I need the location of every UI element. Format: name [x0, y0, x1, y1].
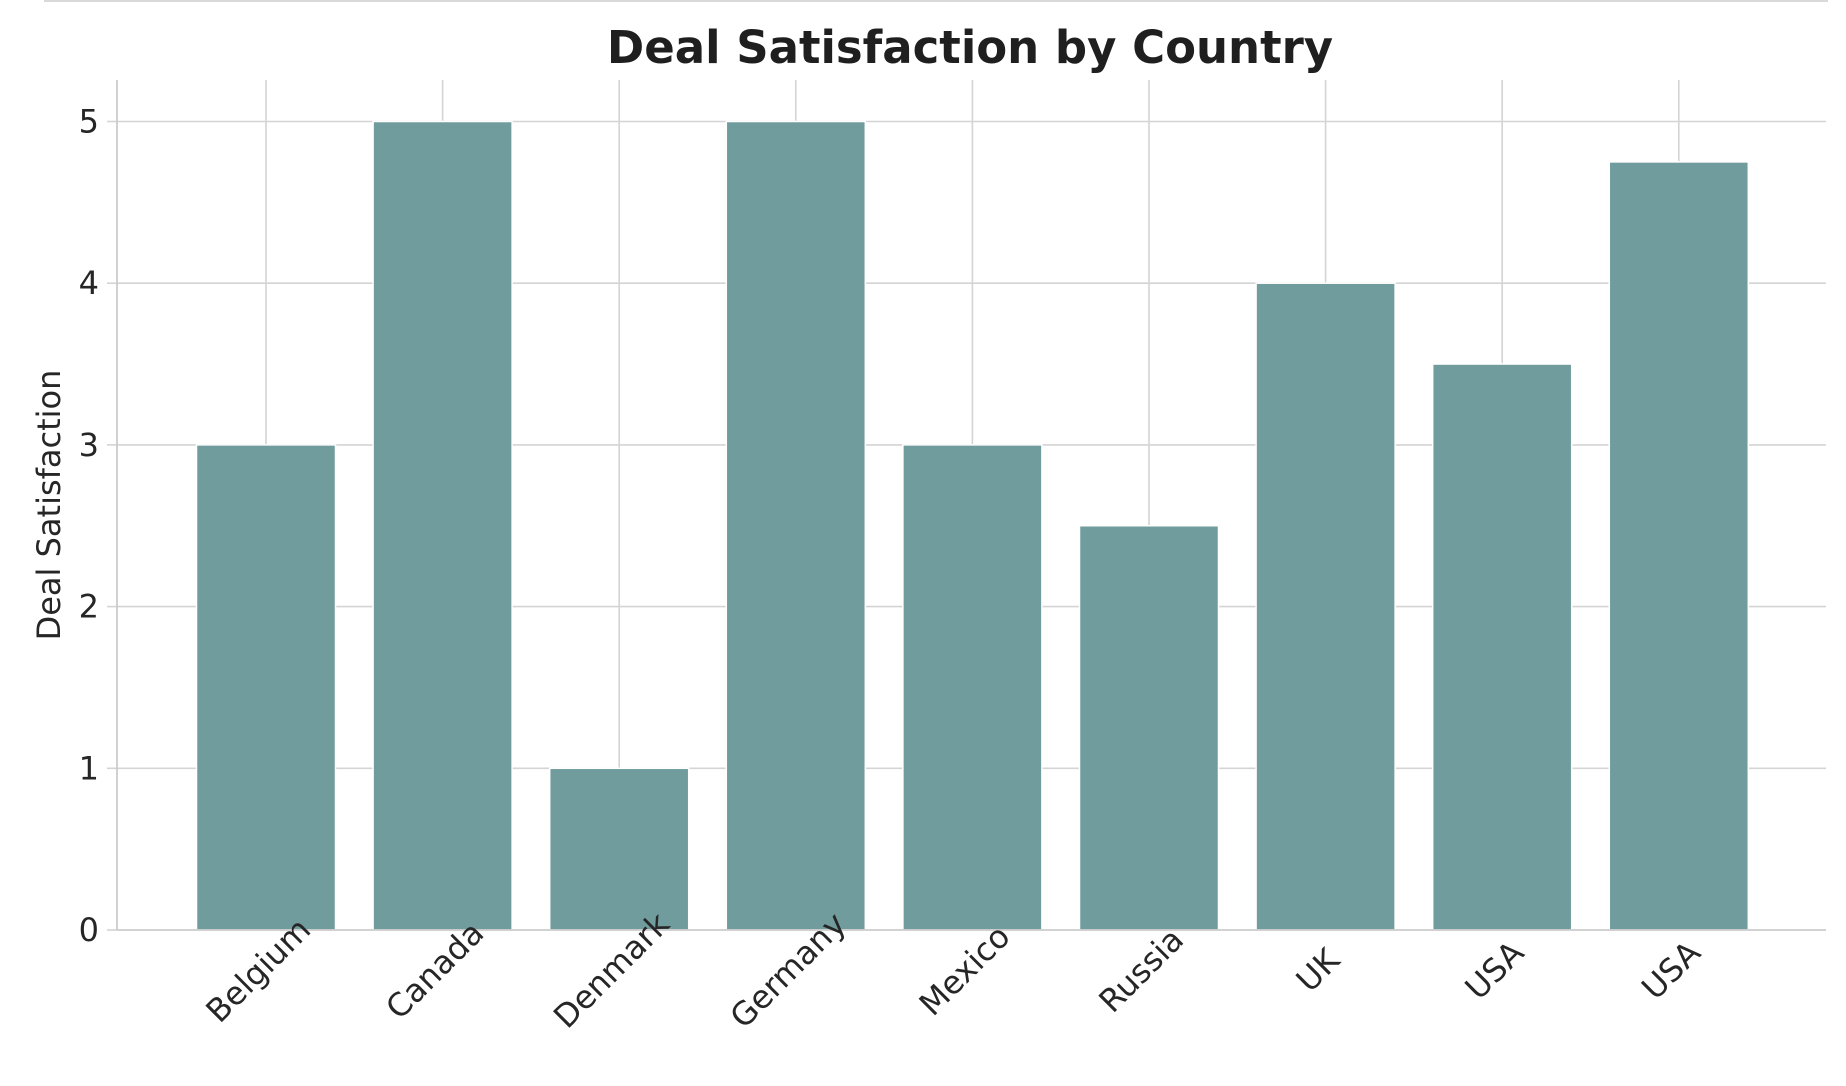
bar-usa-7	[1431, 363, 1573, 931]
x-tick-label: Mexico	[912, 917, 1018, 1023]
y-tick-label: 2	[79, 588, 99, 626]
bar-russia-5	[1078, 525, 1220, 931]
y-tick-label: 3	[79, 426, 99, 464]
bars-layer	[195, 120, 1750, 931]
bar-mexico-4	[902, 444, 1043, 931]
y-tick-label: 4	[79, 264, 99, 302]
bar-denmark-2	[548, 767, 690, 931]
bar-canada-1	[372, 120, 513, 931]
y-tick-label: 0	[79, 911, 99, 949]
axis-layer	[107, 80, 1826, 931]
x-tick-label: USA	[1458, 933, 1532, 1007]
chart-title: Deal Satisfaction by Country	[607, 21, 1333, 74]
y-tick-label: 5	[79, 103, 99, 141]
top-frame-line	[44, 0, 1828, 2]
y-tick-label: 1	[79, 749, 99, 787]
y-tick-labels: 0 1 2 3 4 5	[79, 103, 99, 950]
x-tick-label: Russia	[1091, 920, 1191, 1020]
bar-uk-6	[1255, 282, 1396, 931]
x-tick-label: USA	[1634, 933, 1708, 1007]
bar-belgium-0	[195, 444, 337, 931]
bar-germany-3	[725, 120, 867, 931]
bar-usa-8	[1608, 161, 1750, 931]
y-axis-label: Deal Satisfaction	[30, 370, 68, 641]
x-tick-label: UK	[1289, 940, 1348, 999]
